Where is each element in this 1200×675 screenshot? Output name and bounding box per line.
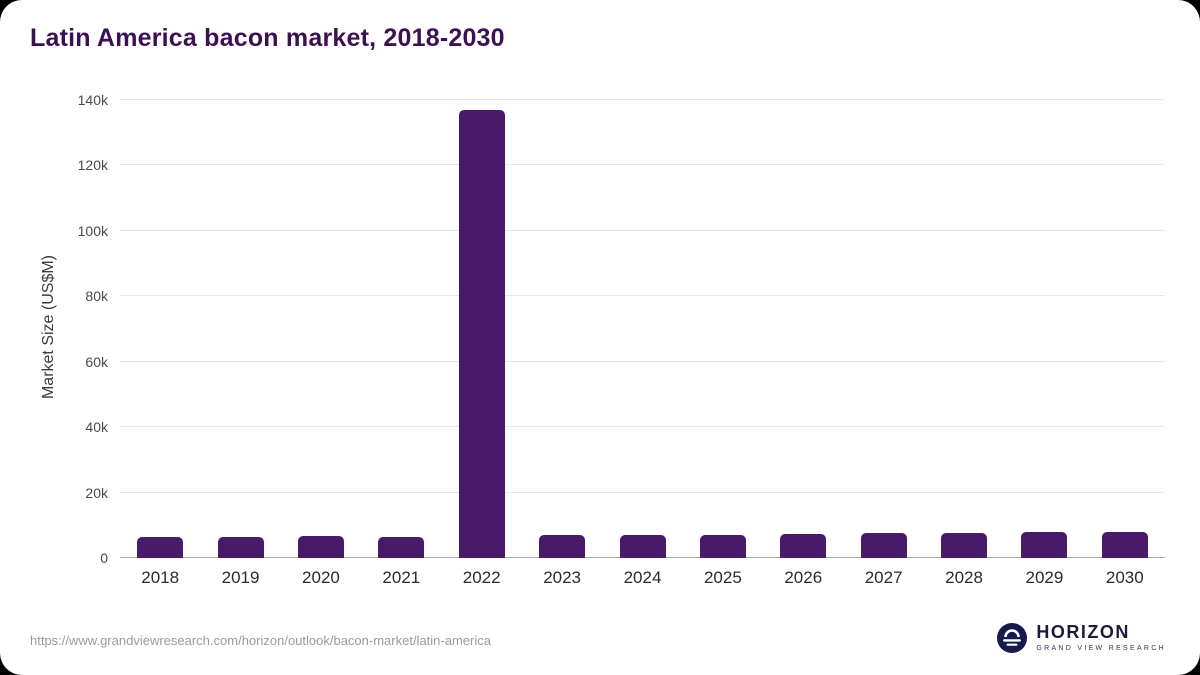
x-tick-label-2020: 2020 xyxy=(302,568,340,587)
gridline xyxy=(120,99,1165,100)
chart-title: Latin America bacon market, 2018-2030 xyxy=(30,24,505,52)
y-tick-label: 80k xyxy=(85,288,108,305)
x-tick-label-2027: 2027 xyxy=(864,568,903,587)
source-url[interactable]: https://www.grandviewresearch.com/horizo… xyxy=(30,633,491,648)
y-tick-label: 140k xyxy=(77,92,108,108)
bar-2020 xyxy=(297,536,344,558)
bar-2023 xyxy=(539,535,586,558)
x-tick-label-2024: 2024 xyxy=(623,568,662,587)
x-tick-label-2018: 2018 xyxy=(141,568,180,587)
gridline xyxy=(120,295,1165,297)
gridline xyxy=(120,491,1165,493)
logo-text: HORIZON GRAND VIEW RESEARCH xyxy=(1036,622,1166,653)
y-tick-label: 40k xyxy=(85,419,108,436)
x-tick-label-2022: 2022 xyxy=(462,568,501,587)
gridline xyxy=(120,164,1165,166)
plot-area xyxy=(120,99,1165,558)
brand-logo: HORIZON GRAND VIEW RESEARCH xyxy=(997,622,1166,653)
x-tick-label-2030: 2030 xyxy=(1105,568,1144,587)
y-tick-label: 60k xyxy=(85,353,108,370)
y-tick-label: 120k xyxy=(77,157,108,174)
y-tick-label: 0 xyxy=(100,550,108,566)
bar-2026 xyxy=(780,534,827,558)
x-tick-label-2029: 2029 xyxy=(1025,568,1064,587)
logo-subtitle: GRAND VIEW RESEARCH xyxy=(1036,645,1166,653)
y-tick-label: 100k xyxy=(77,222,108,239)
y-tick-label: 20k xyxy=(85,484,108,501)
x-tick-label-2021: 2021 xyxy=(382,568,421,587)
bar-2025 xyxy=(699,534,746,558)
bar-2018 xyxy=(137,537,184,558)
x-tick-label-2025: 2025 xyxy=(703,568,742,587)
bar-2028 xyxy=(941,533,988,558)
gridline xyxy=(120,426,1165,428)
x-tick-label-2023: 2023 xyxy=(543,568,582,587)
bar-2030 xyxy=(1101,532,1148,558)
y-axis-label: Market Size (US$M) xyxy=(40,254,57,400)
bar-2021 xyxy=(378,536,425,558)
bar-2019 xyxy=(217,537,264,558)
gridline xyxy=(120,229,1165,231)
bar-2024 xyxy=(619,535,666,558)
bar-2029 xyxy=(1021,532,1068,558)
logo-title: HORIZON xyxy=(1036,622,1130,643)
gridline xyxy=(120,360,1165,362)
x-tick-label-2019: 2019 xyxy=(221,568,260,587)
x-tick-label-2028: 2028 xyxy=(945,568,983,587)
horizon-logo-icon xyxy=(997,623,1028,653)
x-tick-label-2026: 2026 xyxy=(784,568,823,587)
bar-2027 xyxy=(860,533,907,558)
bar-2022 xyxy=(458,109,505,558)
